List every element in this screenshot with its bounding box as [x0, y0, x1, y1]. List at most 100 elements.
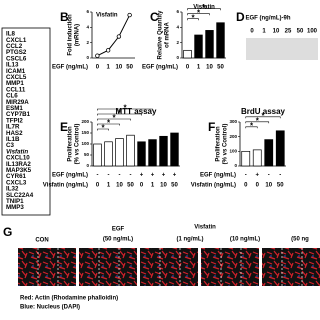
- significance: *: [123, 104, 127, 113]
- gene: IL13RA2: [6, 161, 31, 168]
- y-tick-label: 2: [86, 40, 89, 45]
- y-tick-label: 50: [84, 152, 90, 157]
- y-tick-label: 2: [176, 40, 179, 45]
- y-tick-label: 100: [229, 149, 237, 154]
- bracket: [97, 128, 109, 131]
- chart-title: Visfatin: [96, 13, 118, 19]
- micrograph: [262, 248, 320, 286]
- row-value: -: [245, 173, 247, 179]
- x-tick-label: 50: [126, 65, 133, 71]
- row-value: +: [255, 173, 259, 179]
- y-axis-label: Proliferation: [68, 126, 74, 162]
- micrographs: CON EGF (50 ng/mL) Visfatin (1 ng/mL) (10 ng/…: [18, 225, 320, 286]
- panel-letter: B: [60, 10, 69, 24]
- y-axis-label: Fold induction: [68, 14, 74, 56]
- bar: [205, 30, 214, 59]
- x-tick-label: 10: [206, 65, 213, 71]
- micrograph-label: Visfatin: [194, 225, 216, 231]
- bracket: [97, 108, 153, 111]
- x-tick-label: 0: [186, 65, 190, 71]
- significance: *: [256, 116, 260, 125]
- row-value: 10: [160, 183, 167, 189]
- micrograph: [18, 248, 76, 286]
- significance: *: [107, 119, 111, 128]
- bar: [241, 150, 251, 167]
- gene: IL1B: [6, 136, 20, 143]
- row-value: -: [119, 173, 121, 179]
- gene-list: IL8CXCL1CCL2PTGS2CSCL6IL13ICAM1CXCL5MMP1…: [6, 31, 34, 212]
- gene: CYR61: [6, 173, 27, 180]
- row-value: 0: [244, 183, 248, 189]
- y-axis-label: Proliferation: [216, 126, 222, 162]
- bar: [252, 149, 262, 167]
- row-value: -: [279, 173, 281, 179]
- bracket: [97, 118, 131, 121]
- significance: *: [118, 109, 122, 118]
- micrograph-label: (50 ng: [291, 237, 309, 243]
- gene-box: [1, 27, 51, 216]
- line: [97, 14, 131, 57]
- marker: [116, 34, 122, 39]
- gene: IL13: [6, 62, 19, 69]
- x-tick-label: 0: [96, 65, 100, 71]
- row-value: +: [173, 173, 177, 179]
- significance: *: [101, 124, 105, 133]
- significance: *: [261, 111, 265, 120]
- gene: HAS2: [6, 130, 23, 137]
- gene: CCL2: [6, 43, 23, 50]
- gene: SLC22A4: [6, 192, 34, 199]
- y-tick-label: 4: [86, 25, 89, 30]
- row-value: 1: [107, 183, 111, 189]
- gene: CXCL3: [6, 179, 27, 186]
- gene: TNIP1: [6, 198, 24, 205]
- panel-letter: D: [236, 10, 245, 24]
- y-tick-label: 6: [176, 9, 179, 14]
- legend-text: Red: Actin (Rhodamine phalloidin): [20, 296, 118, 302]
- row-value: -: [268, 173, 270, 179]
- bracket: [97, 123, 120, 126]
- panel-letter: G: [3, 225, 12, 239]
- bar: [264, 139, 274, 167]
- row-value: -: [97, 173, 99, 179]
- blot-membrane: [246, 38, 318, 60]
- y-axis-label: (% vs Control): [75, 124, 81, 165]
- gene: CSCL6: [6, 55, 27, 62]
- lane-label: 10: [273, 29, 280, 35]
- row-value: 10: [116, 183, 123, 189]
- row-value: 50: [277, 183, 284, 189]
- significance: *: [191, 13, 195, 22]
- significance: *: [197, 8, 201, 17]
- row-value: -: [130, 173, 132, 179]
- lane-label: 25: [285, 29, 292, 35]
- bracket: [245, 121, 270, 124]
- x-tick-label: 1: [197, 65, 201, 71]
- row-label: EGF (ng/mL): [200, 173, 236, 179]
- chart-title: Visfatin: [193, 5, 215, 11]
- panel-letter: F: [208, 120, 215, 134]
- bracket: [97, 113, 142, 116]
- bar: [275, 130, 285, 167]
- y-axis-label: of mRNA: [165, 22, 171, 48]
- bar: [170, 132, 179, 167]
- micrograph-label: (50 ng/mL): [103, 237, 133, 243]
- y-tick-label: 0: [234, 163, 237, 168]
- micrograph-label: CON: [35, 238, 48, 244]
- gene: IL7R: [6, 124, 20, 131]
- row-value: 1: [151, 183, 155, 189]
- significance: *: [202, 3, 206, 12]
- y-axis-label: (% vs Control): [223, 124, 229, 165]
- bar: [183, 49, 192, 59]
- bar: [104, 141, 113, 167]
- micrograph: [201, 248, 259, 286]
- x-tick-label: 1: [106, 65, 110, 71]
- blot-header: EGF (ng/mL)-9h: [246, 16, 291, 22]
- row-value: 0: [256, 183, 260, 189]
- bracket: [187, 18, 199, 21]
- x-tick-label: 50: [217, 65, 224, 71]
- gene: PTGS2: [6, 49, 27, 56]
- bar: [148, 139, 157, 167]
- legend-text: Blue: Nucleus (DAPI): [20, 305, 80, 311]
- y-tick-label: 100: [81, 141, 89, 146]
- bar: [115, 138, 124, 167]
- gene: CXCL5: [6, 74, 27, 81]
